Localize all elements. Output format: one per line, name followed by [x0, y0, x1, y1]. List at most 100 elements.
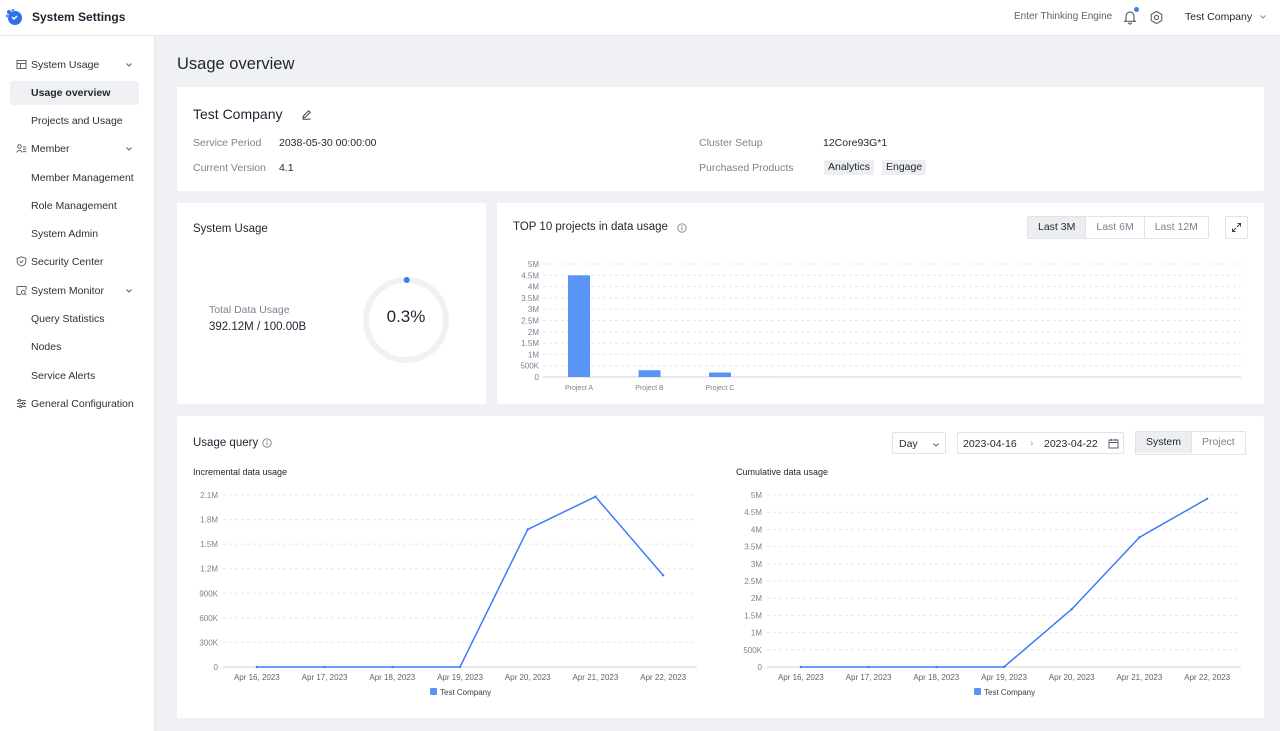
y-tick-label: 1.2M [200, 565, 218, 574]
date-end[interactable]: 2023-04-22 [1044, 438, 1098, 450]
sidebar-item-label: Projects and Usage [31, 115, 123, 127]
date-range-picker[interactable]: 2023-04-16 › 2023-04-22 [957, 432, 1124, 454]
x-tick-label: Project C [706, 385, 735, 392]
bar [709, 372, 731, 377]
range-last-6m[interactable]: Last 6M [1086, 217, 1145, 238]
y-tick-label: 2M [751, 594, 762, 603]
y-tick-label: 1.5M [521, 339, 539, 348]
chevron-down-icon [126, 147, 132, 151]
range-last-3m[interactable]: Last 3M [1028, 217, 1087, 238]
series-line [800, 498, 1208, 668]
enter-engine-link[interactable]: Enter Thinking Engine [1014, 11, 1113, 22]
y-tick-label: 5M [751, 491, 762, 500]
sidebar-item-projects-and-usage[interactable]: Projects and Usage [10, 109, 139, 133]
x-tick-label: Apr 18, 2023 [369, 673, 415, 682]
usage-ring-progress [403, 277, 410, 284]
edit-icon[interactable] [301, 109, 312, 120]
mode-system[interactable]: System [1136, 432, 1193, 453]
sidebar-item-usage-overview[interactable]: Usage overview [10, 81, 139, 105]
data-point [1002, 665, 1006, 669]
sidebar-item-system-monitor[interactable]: System Monitor [10, 279, 139, 303]
y-tick-label: 2.5M [744, 577, 762, 586]
sidebar-item-system-usage[interactable]: System Usage [10, 53, 139, 77]
y-tick-label: 2M [528, 328, 539, 337]
y-tick-label: 2.5M [521, 317, 539, 326]
data-point [255, 665, 259, 669]
y-tick-label: 1.8M [200, 516, 218, 525]
sidebar-item-label: Role Management [31, 200, 117, 212]
bell-icon[interactable] [1122, 9, 1138, 25]
cluster-setup-value: 12Core93G*1 [823, 137, 888, 149]
range-last-12m[interactable]: Last 12M [1144, 217, 1208, 238]
sliders-icon [17, 398, 26, 409]
service-period-value: 2038-05-30 00:00:00 [279, 137, 377, 149]
product-tag: Engage [882, 160, 927, 175]
legend-label: Test Company [440, 688, 491, 697]
x-tick-label: Project B [635, 385, 664, 392]
info-icon[interactable] [677, 223, 687, 233]
series-line [256, 495, 664, 668]
data-point [594, 495, 597, 498]
data-point [661, 574, 665, 577]
x-tick-label: Apr 21, 2023 [1117, 673, 1163, 682]
sidebar-item-query-statistics[interactable]: Query Statistics [10, 307, 139, 331]
x-tick-label: Apr 22, 2023 [640, 673, 686, 682]
x-tick-label: Apr 19, 2023 [981, 673, 1027, 682]
sidebar-item-label: Query Statistics [31, 313, 105, 325]
y-tick-label: 1M [528, 350, 539, 359]
x-tick-label: Apr 17, 2023 [846, 673, 892, 682]
date-start[interactable]: 2023-04-16 [963, 438, 1017, 450]
chevron-down-icon [933, 443, 939, 447]
y-tick-label: 3.5M [744, 543, 762, 552]
sidebar-item-nodes[interactable]: Nodes [10, 335, 139, 359]
company-switcher[interactable]: Test Company [1185, 11, 1253, 23]
sidebar-item-label: System Usage [31, 59, 100, 71]
sidebar-item-general-configuration[interactable]: General Configuration [10, 392, 139, 416]
system-usage-card: System Usage Total Data Usage 392.12M / … [177, 203, 486, 404]
y-tick-label: 0 [214, 663, 219, 672]
legend-label: Test Company [984, 688, 1035, 697]
y-tick-label: 4.5M [521, 271, 539, 280]
x-tick-label: Apr 16, 2023 [234, 673, 280, 682]
y-tick-label: 3.5M [521, 294, 539, 303]
calendar-icon[interactable] [1108, 438, 1119, 449]
bar [568, 275, 590, 377]
data-point [526, 528, 529, 531]
logo-icon[interactable] [5, 8, 23, 26]
product-tag: Analytics [824, 160, 875, 175]
sidebar-item-label: Member Management [31, 172, 134, 184]
sidebar-item-member-management[interactable]: Member Management [10, 166, 139, 190]
x-tick-label: Apr 16, 2023 [778, 673, 824, 682]
sidebar-item-label: System Monitor [31, 285, 104, 297]
table-icon [16, 60, 27, 69]
usage-ring [363, 277, 449, 363]
range-toggle: Last 3M Last 6M Last 12M [1027, 216, 1209, 239]
gear-icon[interactable] [1149, 10, 1164, 25]
legend-swatch [430, 688, 437, 695]
service-period-label: Service Period [193, 137, 262, 149]
chevron-down-icon[interactable] [1259, 13, 1267, 21]
mode-project[interactable]: Project [1192, 432, 1245, 453]
sidebar: System Usage Usage overview Projects and… [0, 36, 155, 731]
current-version-value: 4.1 [279, 162, 294, 174]
sidebar-item-label: Security Center [31, 256, 104, 268]
top-projects-bar-chart: 0 500K 1M 1.5M 2M 2.5M 3M 3.5M 4M 4.5M 5M Project A… [520, 260, 1241, 392]
sidebar-item-service-alerts[interactable]: Service Alerts [10, 364, 139, 388]
y-tick-label: 500K [520, 362, 539, 371]
y-tick-label: 1.5M [744, 611, 762, 620]
sidebar-item-member[interactable]: Member [10, 137, 139, 161]
usage-percent: 0.3% [386, 307, 426, 326]
expand-button[interactable] [1225, 216, 1248, 239]
info-icon[interactable] [262, 438, 272, 448]
sidebar-item-security-center[interactable]: Security Center [10, 250, 139, 274]
y-tick-label: 4M [528, 283, 539, 292]
y-tick-label: 1.5M [200, 540, 218, 549]
granularity-select[interactable]: Day [892, 432, 946, 454]
x-tick-label: Apr 20, 2023 [505, 673, 551, 682]
sidebar-item-label: Usage overview [31, 87, 111, 99]
member-icon [16, 144, 27, 153]
x-tick-label: Apr 22, 2023 [1184, 673, 1230, 682]
sidebar-item-role-management[interactable]: Role Management [10, 194, 139, 218]
chart-title: Cumulative data usage [736, 467, 828, 477]
sidebar-item-system-admin[interactable]: System Admin [10, 222, 139, 246]
